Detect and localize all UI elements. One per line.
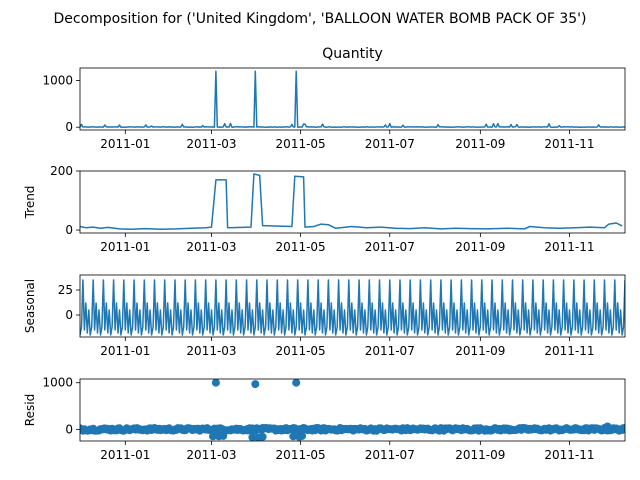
x-tick-label: 2011-11 [544,344,594,358]
x-tick-label: 2011-11 [544,240,594,254]
y-axis-label: Trend [23,186,37,220]
y-tick-label: 0 [65,223,73,237]
x-tick-label: 2011-01 [100,344,150,358]
panel-title: Quantity [322,46,383,62]
resid-point [621,424,625,433]
x-tick-label: 2011-05 [276,240,326,254]
x-tick-label: 2011-03 [186,137,236,151]
panel-frame [79,274,626,338]
x-tick-label: 2011-01 [100,137,150,151]
y-tick-label: 0 [65,308,73,322]
resid-outlier-point [603,422,612,431]
x-tick-label: 2011-09 [455,344,505,358]
panel-3: 0 25 2011-01 2011-03 2011-05 2011-07 2011-09 20… [23,274,626,358]
y-axis-label: Resid [23,394,37,426]
resid-outlier-point [209,432,217,441]
seasonal-series-line [80,279,625,336]
resid-outlier-point [289,432,298,441]
resid-outlier-point [211,379,220,387]
y-tick-label: 1000 [42,74,73,88]
x-tick-label: 2011-11 [544,448,594,462]
x-tick-label: 2011-09 [455,137,505,151]
resid-outlier-point [298,431,307,440]
resid-outlier-point [219,431,228,440]
panel-1: 0 1000 2011-01 2011-03 2011-05 2011-07 2011-09… [42,46,626,151]
x-tick-label: 2011-05 [276,448,326,462]
panel-frame [79,67,626,131]
resid-outlier-point [248,433,257,441]
panel-frame [79,170,626,234]
y-axis-label: Seasonal [23,279,37,333]
y-tick-label: 1000 [42,376,73,390]
panel-data [80,70,625,128]
trend-series-line [80,173,623,230]
y-tick-label: 0 [65,120,73,134]
y-tick-label: 0 [65,422,73,436]
x-tick-label: 2011-07 [365,344,415,358]
figure-suptitle: Decomposition for ('United Kingdom', 'BA… [53,11,586,27]
x-tick-label: 2011-01 [100,448,150,462]
panels: 0 1000 2011-01 2011-03 2011-05 2011-07 2011-09… [23,46,626,462]
x-tick-label: 2011-03 [186,448,236,462]
panel-frame [79,378,626,442]
y-tick-label: 25 [58,283,73,297]
x-tick-label: 2011-05 [276,137,326,151]
resid-outlier-point [251,380,260,389]
x-tick-label: 2011-07 [365,448,415,462]
panel-data [80,279,625,336]
x-tick-label: 2011-09 [455,448,505,462]
x-tick-label: 2011-03 [186,344,236,358]
resid-outlier-point [292,379,301,387]
x-tick-label: 2011-01 [100,240,150,254]
x-tick-label: 2011-03 [186,240,236,254]
panel-4: 0 1000 2011-01 2011-03 2011-05 2011-07 2011-09… [23,376,626,462]
x-tick-label: 2011-07 [365,240,415,254]
x-tick-label: 2011-07 [365,137,415,151]
y-tick-label: 200 [50,164,73,178]
x-tick-label: 2011-09 [455,240,505,254]
panel-2: 0 200 2011-01 2011-03 2011-05 2011-07 2011-09 2… [23,164,626,254]
x-tick-label: 2011-11 [544,137,594,151]
x-tick-label: 2011-05 [276,344,326,358]
quantity-series-line [80,70,625,128]
resid-outlier-point [258,432,267,441]
panel-data [80,173,623,230]
panel-data [80,379,625,441]
